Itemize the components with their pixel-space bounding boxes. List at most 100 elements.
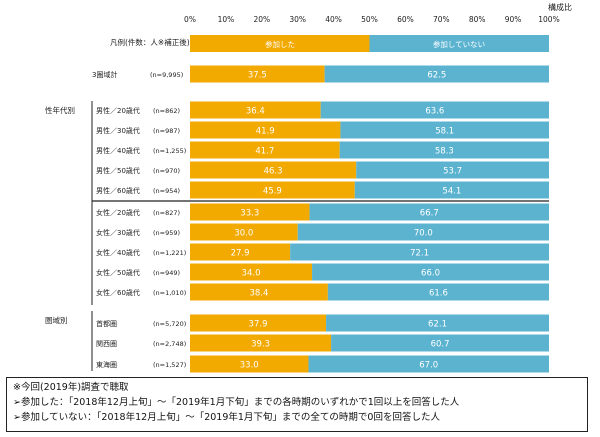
- group-label-gender-age: 性年代別: [45, 105, 75, 115]
- bar-not-participated: [297, 223, 549, 241]
- row-sample-size: (n=1,010): [153, 289, 186, 297]
- row-label: 3圏域計: [92, 70, 117, 79]
- data-label-not-participated: 53.7: [443, 167, 462, 177]
- x-tick-label: 90%: [505, 15, 522, 24]
- x-axis-ticks: 0% 10% 20% 30% 40% 50% 60% 70% 80% 90% 100%: [184, 15, 560, 24]
- row-label: 男性／60歳代: [96, 186, 140, 195]
- bar-not-participated: [320, 101, 549, 119]
- x-tick-label: 10%: [218, 15, 235, 24]
- row-sample-size: (n=1,255): [153, 147, 186, 155]
- row-label: 首都圏: [96, 319, 117, 328]
- data-label-participated: 27.9: [231, 249, 250, 259]
- x-tick-label: 20%: [253, 15, 270, 24]
- data-label-not-participated: 58.3: [435, 147, 454, 157]
- data-label-participated: 33.3: [240, 209, 259, 219]
- x-tick-label: 0%: [184, 15, 196, 24]
- row-sample-size: (n=959): [153, 229, 180, 237]
- data-label-not-participated: 66.7: [420, 209, 439, 219]
- row-label: 女性／40歳代: [96, 248, 140, 257]
- bar-participated: [190, 101, 321, 119]
- row-label: 男性／40歳代: [96, 146, 140, 155]
- row-sample-size: (n=827): [153, 209, 180, 217]
- row-sample-size: (n=2,748): [153, 340, 186, 348]
- data-label-participated: 36.4: [246, 107, 265, 117]
- bar-participated: [190, 161, 357, 179]
- row-sample-size: (n=949): [153, 269, 180, 277]
- x-tick-label: 80%: [469, 15, 486, 24]
- row-label: 男性／20歳代: [96, 106, 140, 115]
- legend-participated-label: 参加した: [265, 39, 295, 49]
- row-sample-size: (n=1,221): [153, 249, 186, 257]
- data-label-not-participated: 58.1: [435, 127, 454, 137]
- row-sample-size: (n=970): [153, 167, 180, 175]
- data-label-participated: 41.7: [255, 147, 274, 157]
- row-sample-size: (n=1,527): [153, 361, 186, 369]
- data-label-participated: 38.4: [249, 289, 268, 299]
- row-label: 男性／30歳代: [96, 126, 140, 135]
- bar-participated: [190, 243, 291, 261]
- data-label-not-participated: 67.0: [419, 361, 438, 371]
- row-label: 女性／60歳代: [96, 288, 140, 297]
- bar-participated: [190, 355, 309, 373]
- data-label-not-participated: 66.0: [421, 269, 440, 279]
- data-label-participated: 39.3: [251, 340, 270, 350]
- data-label-not-participated: 72.1: [410, 249, 429, 259]
- data-label-participated: 37.5: [248, 71, 267, 81]
- x-tick-label: 40%: [325, 15, 342, 24]
- bar-not-participated: [324, 65, 549, 83]
- row-label: 男性／50歳代: [96, 166, 140, 175]
- legend-not-participated-swatch: [369, 35, 549, 52]
- bar-participated: [190, 65, 325, 83]
- data-label-participated: 34.0: [242, 269, 261, 279]
- x-tick-label: 70%: [433, 15, 450, 24]
- bar-participated: [190, 223, 298, 241]
- bar-not-participated: [327, 283, 549, 301]
- scale-label: 構成比: [548, 2, 572, 12]
- group-label-region: 圏域別: [45, 315, 68, 325]
- data-label-participated: 46.3: [264, 167, 283, 177]
- bar-participated: [190, 121, 341, 139]
- x-tick-label: 60%: [397, 15, 414, 24]
- x-tick-label: 30%: [289, 15, 306, 24]
- data-label-not-participated: 70.0: [414, 229, 433, 239]
- row-sample-size: (n=5,720): [153, 320, 186, 328]
- bar-participated: [190, 181, 355, 199]
- bar-not-participated: [326, 314, 549, 332]
- row-sample-size: (n=9,995): [150, 71, 183, 79]
- row-label: 女性／20歳代: [96, 208, 140, 217]
- legend-participated-swatch: [190, 35, 370, 52]
- bar-participated: [190, 283, 328, 301]
- bar-not-participated: [356, 161, 549, 179]
- row-label: 東海圏: [96, 360, 117, 369]
- footnote-line-2: ➢参加した：「2018年12月上旬」～「2019年1月下旬」までの各時期のいずれ…: [13, 397, 460, 408]
- bar-participated: [190, 141, 340, 159]
- row-sample-size: (n=987): [153, 127, 180, 135]
- bar-not-participated: [331, 334, 549, 352]
- data-label-not-participated: 63.6: [425, 107, 444, 117]
- bar-not-participated: [312, 263, 549, 281]
- bar-participated: [190, 334, 332, 352]
- bar-participated: [190, 314, 327, 332]
- bar-not-participated: [308, 355, 549, 373]
- data-label-not-participated: 54.1: [442, 187, 461, 197]
- row-label: 女性／50歳代: [96, 268, 140, 277]
- data-label-not-participated: 60.7: [431, 340, 450, 350]
- bar-not-participated: [339, 141, 549, 159]
- row-label: 女性／30歳代: [96, 228, 140, 237]
- data-label-participated: 30.0: [234, 229, 253, 239]
- row-label: 関西圏: [96, 340, 117, 348]
- bar-participated: [190, 263, 313, 281]
- legend-not-participated-label: 参加していない: [433, 39, 485, 49]
- bar-rows: 3圏域計 (n=9,995) 37.5 62.5 男性／20歳代 (n=862) 36.4 6…: [92, 65, 549, 373]
- x-tick-label: 100%: [538, 15, 559, 24]
- x-tick-label: 50%: [361, 15, 378, 24]
- bar-not-participated: [340, 121, 549, 139]
- data-label-not-participated: 62.5: [427, 71, 446, 81]
- data-label-participated: 33.0: [240, 361, 259, 371]
- data-label-not-participated: 61.6: [429, 289, 448, 299]
- data-label-not-participated: 62.1: [428, 320, 447, 330]
- footnote-line-3: ➢参加していない：「2018年12月上旬」～「2019年1月下旬」までの全ての時…: [13, 412, 440, 423]
- data-label-participated: 45.9: [263, 187, 282, 197]
- row-sample-size: (n=862): [153, 107, 180, 115]
